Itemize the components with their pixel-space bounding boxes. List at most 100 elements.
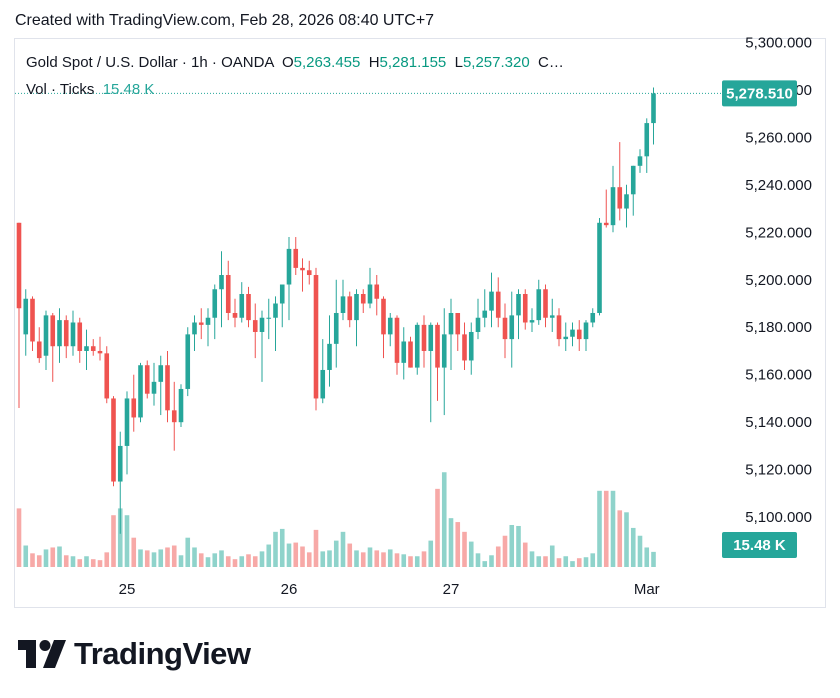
volume-bar	[84, 556, 89, 567]
volume-bar	[563, 556, 569, 567]
candle-body	[482, 310, 488, 318]
candle-body	[536, 289, 542, 321]
candle-body	[468, 331, 474, 361]
candle	[144, 360, 150, 399]
last-price-marker: 5,278.510 15.48 K	[15, 80, 797, 558]
candle-body	[630, 165, 636, 195]
candle	[448, 298, 454, 370]
candle-body	[279, 284, 285, 304]
volume-bar	[597, 490, 602, 567]
candle	[441, 308, 447, 416]
candle	[360, 289, 366, 313]
candle	[320, 339, 326, 404]
candle-body	[637, 156, 643, 166]
candle	[367, 267, 373, 309]
candle	[543, 284, 548, 328]
candle	[43, 310, 49, 370]
candle-body	[246, 294, 251, 321]
volume-bar	[144, 550, 150, 567]
candle	[381, 296, 386, 359]
candle	[165, 350, 170, 423]
candle	[104, 346, 110, 404]
candle-body	[131, 398, 137, 418]
volume-bar	[549, 545, 555, 567]
candle-body	[300, 267, 305, 271]
candle	[158, 355, 164, 416]
candle	[468, 322, 474, 375]
volume-bar	[104, 552, 110, 567]
candle	[273, 296, 278, 351]
candle-body	[408, 341, 413, 368]
volume-bar	[408, 556, 413, 567]
candle	[408, 336, 413, 368]
candle-body	[16, 222, 22, 309]
volume-bar	[394, 553, 400, 567]
last-price-badge	[722, 80, 797, 107]
volume-bar	[360, 552, 366, 567]
candle	[590, 308, 596, 328]
candle	[603, 189, 609, 228]
candle	[151, 362, 157, 406]
volume-bar	[570, 561, 575, 567]
candle-body	[171, 410, 177, 423]
volume-bar	[556, 558, 562, 567]
time-tick-label: Mar	[634, 581, 660, 598]
volume-bar	[468, 541, 474, 567]
candle-body	[381, 298, 386, 335]
volume-bar	[630, 527, 636, 567]
candle-body	[455, 312, 461, 335]
candle-body	[97, 350, 103, 354]
volume-bar	[475, 553, 481, 567]
low-label: L	[454, 54, 463, 71]
volume-bar	[374, 550, 380, 567]
candle	[347, 291, 353, 328]
candle-body	[529, 320, 535, 323]
volume-bar	[158, 549, 164, 567]
candle-body	[225, 275, 231, 313]
candle-body	[543, 289, 548, 318]
volume-bar	[165, 547, 170, 567]
volume-bar	[462, 531, 467, 567]
candle-body	[165, 365, 170, 411]
price-tick-label: 5,100.000	[745, 509, 812, 526]
candle-body	[387, 317, 393, 335]
candle	[232, 298, 238, 328]
volume-bar	[246, 554, 251, 567]
candle-body	[522, 294, 528, 323]
price-tick-label: 5,140.000	[745, 414, 812, 431]
candle	[57, 308, 62, 363]
candle-body	[394, 317, 400, 363]
candle	[340, 279, 346, 321]
volume-bar	[637, 535, 643, 567]
candle	[522, 289, 528, 330]
candle	[16, 222, 22, 408]
volume-bar	[63, 555, 69, 567]
candle-body	[617, 187, 623, 209]
candle	[252, 303, 258, 359]
candle	[124, 391, 130, 475]
candle	[495, 277, 501, 328]
volume-bar	[617, 510, 623, 567]
candle-body	[23, 298, 29, 335]
candle-body	[374, 284, 380, 299]
candle-body	[158, 365, 164, 382]
candle-body	[320, 369, 326, 399]
candle	[401, 327, 407, 380]
candle-body	[401, 341, 407, 363]
price-tick-label: 5,180.000	[745, 319, 812, 336]
candle	[246, 286, 251, 328]
volume-bar	[435, 488, 440, 567]
candle	[293, 237, 299, 276]
candle-body	[414, 324, 420, 368]
time-axis: 25 26 27 Mar	[119, 581, 660, 598]
chart-frame	[14, 38, 826, 608]
candle	[50, 312, 56, 382]
candle-body	[651, 93, 656, 124]
candle	[185, 327, 191, 397]
candle-body	[610, 187, 616, 226]
tradingview-logo: TradingView	[18, 636, 251, 672]
last-volume-badge	[722, 532, 797, 558]
candle	[117, 431, 123, 534]
volume-bar	[97, 560, 103, 567]
